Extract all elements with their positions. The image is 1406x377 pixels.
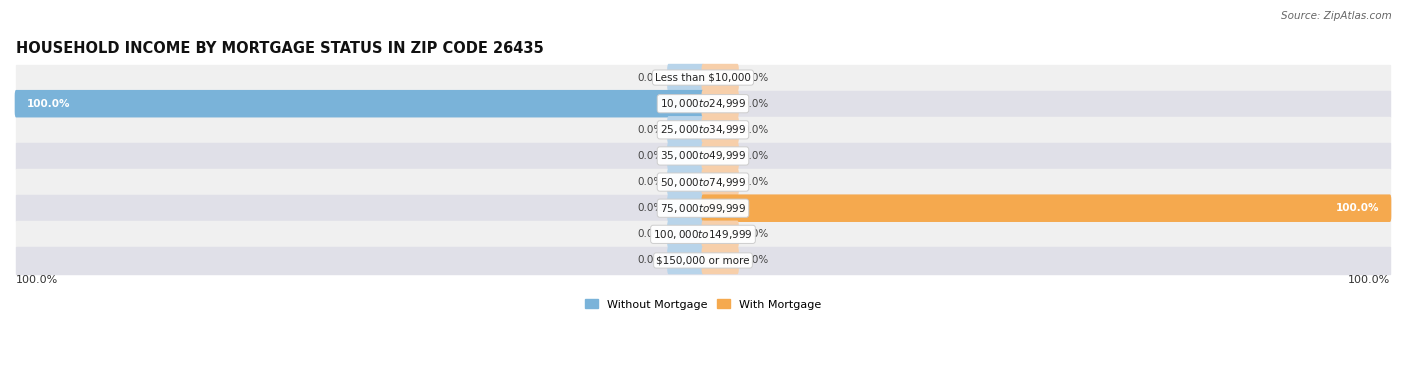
Bar [17,221,1389,247]
Text: $10,000 to $24,999: $10,000 to $24,999 [659,97,747,110]
Bar [17,143,1389,169]
Text: 0.0%: 0.0% [637,125,664,135]
Legend: Without Mortgage, With Mortgage: Without Mortgage, With Mortgage [581,295,825,314]
Text: 100.0%: 100.0% [17,275,59,285]
Bar [17,169,1389,195]
Text: HOUSEHOLD INCOME BY MORTGAGE STATUS IN ZIP CODE 26435: HOUSEHOLD INCOME BY MORTGAGE STATUS IN Z… [17,41,544,57]
Text: 0.0%: 0.0% [637,151,664,161]
Text: $75,000 to $99,999: $75,000 to $99,999 [659,202,747,215]
FancyBboxPatch shape [702,64,738,91]
Text: 100.0%: 100.0% [27,99,70,109]
FancyBboxPatch shape [668,247,704,274]
FancyBboxPatch shape [668,221,704,248]
Bar [17,117,1389,143]
FancyBboxPatch shape [668,116,704,144]
Text: $50,000 to $74,999: $50,000 to $74,999 [659,176,747,188]
FancyBboxPatch shape [702,142,738,170]
Text: Source: ZipAtlas.com: Source: ZipAtlas.com [1281,11,1392,21]
FancyBboxPatch shape [668,64,704,91]
FancyBboxPatch shape [702,221,738,248]
FancyBboxPatch shape [668,168,704,196]
FancyBboxPatch shape [668,142,704,170]
Text: $150,000 or more: $150,000 or more [657,256,749,265]
Text: 0.0%: 0.0% [637,229,664,239]
Text: 0.0%: 0.0% [637,72,664,83]
Text: $35,000 to $49,999: $35,000 to $49,999 [659,149,747,162]
Text: 0.0%: 0.0% [742,256,769,265]
Text: 0.0%: 0.0% [742,177,769,187]
Bar [17,64,1389,90]
FancyBboxPatch shape [702,195,1392,222]
Bar [17,90,1389,117]
Text: 0.0%: 0.0% [742,229,769,239]
Text: 0.0%: 0.0% [742,151,769,161]
Text: 0.0%: 0.0% [742,99,769,109]
Text: 0.0%: 0.0% [637,256,664,265]
FancyBboxPatch shape [668,195,704,222]
Bar [17,247,1389,274]
Text: $100,000 to $149,999: $100,000 to $149,999 [654,228,752,241]
Text: 0.0%: 0.0% [637,177,664,187]
Text: Less than $10,000: Less than $10,000 [655,72,751,83]
Text: 0.0%: 0.0% [742,72,769,83]
FancyBboxPatch shape [702,247,738,274]
Bar [17,195,1389,221]
Text: 100.0%: 100.0% [1347,275,1389,285]
Text: $25,000 to $34,999: $25,000 to $34,999 [659,123,747,136]
FancyBboxPatch shape [702,90,738,118]
FancyBboxPatch shape [14,90,704,118]
FancyBboxPatch shape [702,168,738,196]
Text: 0.0%: 0.0% [637,203,664,213]
Text: 0.0%: 0.0% [742,125,769,135]
Text: 100.0%: 100.0% [1336,203,1379,213]
FancyBboxPatch shape [702,116,738,144]
